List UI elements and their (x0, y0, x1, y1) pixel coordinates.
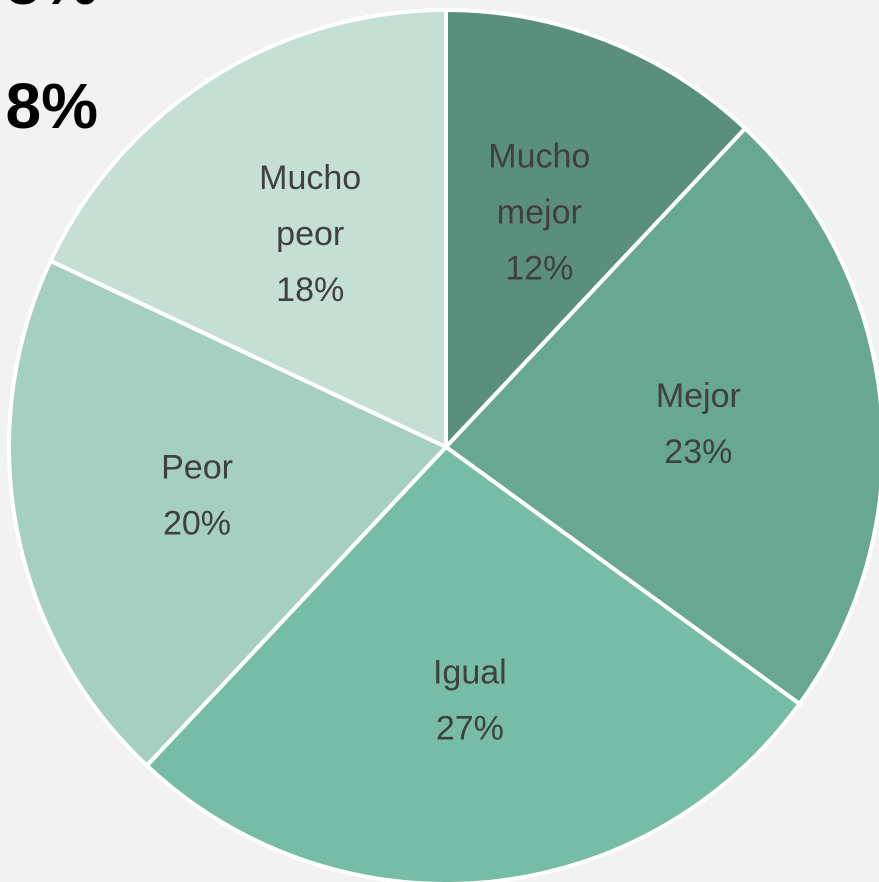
pie-slice (47, 7, 448, 451)
pie-slice (444, 7, 748, 453)
value-label: 27% (436, 709, 504, 747)
data-label: Mejor 23% (656, 377, 741, 471)
annotation: 5% (6, 0, 99, 18)
data-label: Mucho mejor 12% (488, 137, 590, 287)
data-label: Peor 20% (161, 448, 233, 542)
annotation: 8% (6, 70, 99, 142)
pie-slice (7, 258, 450, 769)
category-label: Mejor (656, 377, 741, 415)
category-label: Mucho mejor (488, 137, 590, 231)
value-label: 23% (664, 433, 732, 471)
data-label: Mucho peor 18% (259, 159, 361, 309)
category-label: Peor (161, 448, 233, 486)
data-label: Igual 27% (433, 653, 507, 747)
category-label: Igual (433, 653, 507, 691)
pie-slice (442, 125, 879, 707)
category-label: Mucho peor (259, 159, 361, 253)
value-label: 12% (505, 249, 573, 287)
value-label: 18% (276, 271, 344, 309)
value-label: 20% (163, 504, 231, 542)
